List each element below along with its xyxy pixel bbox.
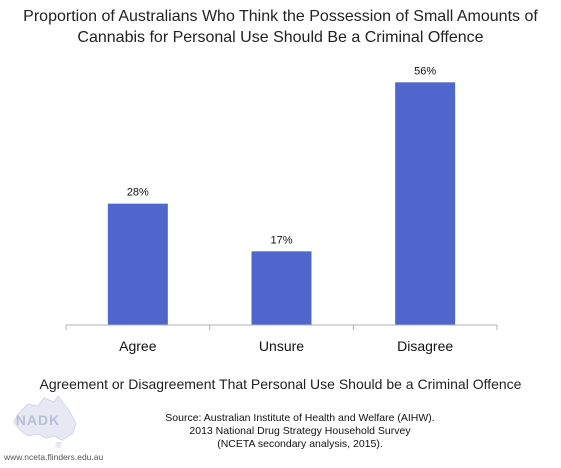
x-axis-tick-labels: Agree Unsure Disagree bbox=[119, 338, 453, 354]
logo-url: www.nceta.flinders.edu.au bbox=[4, 452, 104, 462]
chart-title-line-1: Proportion of Australians Who Think the … bbox=[23, 8, 538, 25]
logo-text: NADK bbox=[16, 412, 60, 428]
australia-map-icon: NADK bbox=[13, 395, 77, 448]
source-line-1: Source: Australian Institute of Health a… bbox=[165, 412, 435, 424]
data-label-agree: 28% bbox=[127, 187, 149, 199]
chart-title: Proportion of Australians Who Think the … bbox=[0, 6, 561, 48]
bar-agree bbox=[107, 203, 168, 325]
x-tick-label-unsure: Unsure bbox=[259, 338, 304, 354]
chart-title-line-2: Cannabis for Personal Use Should Be a Cr… bbox=[77, 29, 484, 46]
x-tick-label-agree: Agree bbox=[119, 338, 157, 354]
data-labels: 28% 17% 56% bbox=[127, 65, 437, 246]
source-note: Source: Australian Institute of Health a… bbox=[120, 412, 480, 451]
x-axis-ticks bbox=[65, 325, 498, 330]
australia-map-logo: NADK bbox=[4, 394, 104, 450]
data-label-unsure: 17% bbox=[270, 234, 292, 246]
x-axis-label: Agreement or Disagreement That Personal … bbox=[39, 376, 522, 392]
bars-group bbox=[107, 82, 456, 325]
source-line-3: (NCETA secondary analysis, 2015). bbox=[217, 438, 383, 450]
bar-disagree bbox=[395, 82, 456, 325]
bar-unsure bbox=[251, 251, 312, 325]
data-label-disagree: 56% bbox=[414, 65, 436, 77]
x-tick-label-disagree: Disagree bbox=[397, 338, 453, 354]
source-line-2: 2013 National Drug Strategy Household Su… bbox=[189, 425, 411, 437]
bar-chart: Agree Unsure Disagree 28% 17% 56% bbox=[65, 65, 498, 354]
